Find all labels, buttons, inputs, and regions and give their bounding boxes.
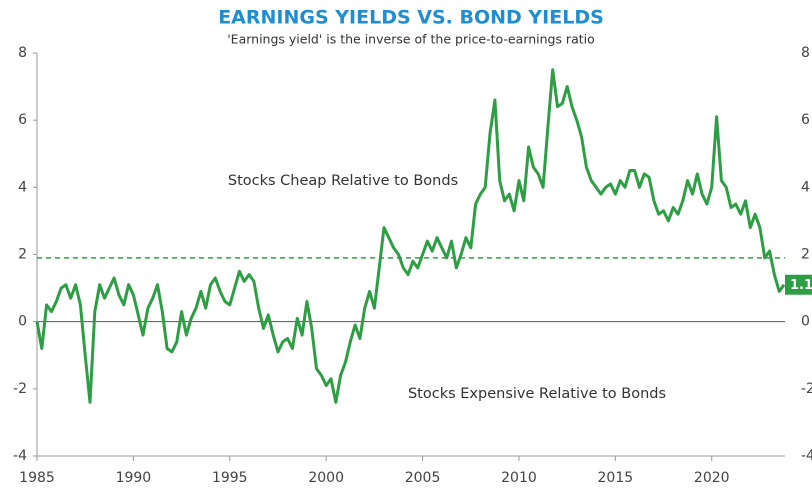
chart-subtitle: 'Earnings yield' is the inverse of the p… <box>227 32 595 47</box>
y-tick-label: 2 <box>18 247 27 263</box>
annotation: Stocks Cheap Relative to Bonds <box>228 173 458 189</box>
x-tick-label: 2005 <box>405 470 441 486</box>
chart-title: EARNINGS YIELDS VS. BOND YIELDS <box>218 7 604 29</box>
y2-tick-label: 6 <box>801 112 810 128</box>
x-tick-label: 2010 <box>501 470 537 486</box>
y2-tick-label: 4 <box>801 179 810 195</box>
x-tick-label: 1990 <box>116 470 152 486</box>
x-tick-label: 1995 <box>212 470 248 486</box>
x-tick-label: 2020 <box>694 470 730 486</box>
end-label: 1.1 <box>790 278 812 293</box>
y2-tick-label: 0 <box>801 314 810 330</box>
data-line <box>35 68 786 404</box>
y-tick-label: -4 <box>13 448 27 464</box>
y-tick-label: 8 <box>18 45 27 61</box>
x-tick-label: 2000 <box>308 470 344 486</box>
end-label-box <box>785 274 812 295</box>
y2-tick-label: -4 <box>801 448 812 464</box>
y-tick-label: 6 <box>18 112 27 128</box>
y-tick-label: 4 <box>18 179 27 195</box>
annotation: Stocks Expensive Relative to Bonds <box>408 386 666 402</box>
y-tick-label: 0 <box>18 314 27 330</box>
x-tick-label: 2015 <box>598 470 634 486</box>
y2-tick-label: 2 <box>801 247 810 263</box>
y-tick-label: -2 <box>13 381 27 397</box>
y2-tick-label: -2 <box>801 381 812 397</box>
x-tick-label: 1985 <box>19 470 55 486</box>
y2-tick-label: 8 <box>801 45 810 61</box>
